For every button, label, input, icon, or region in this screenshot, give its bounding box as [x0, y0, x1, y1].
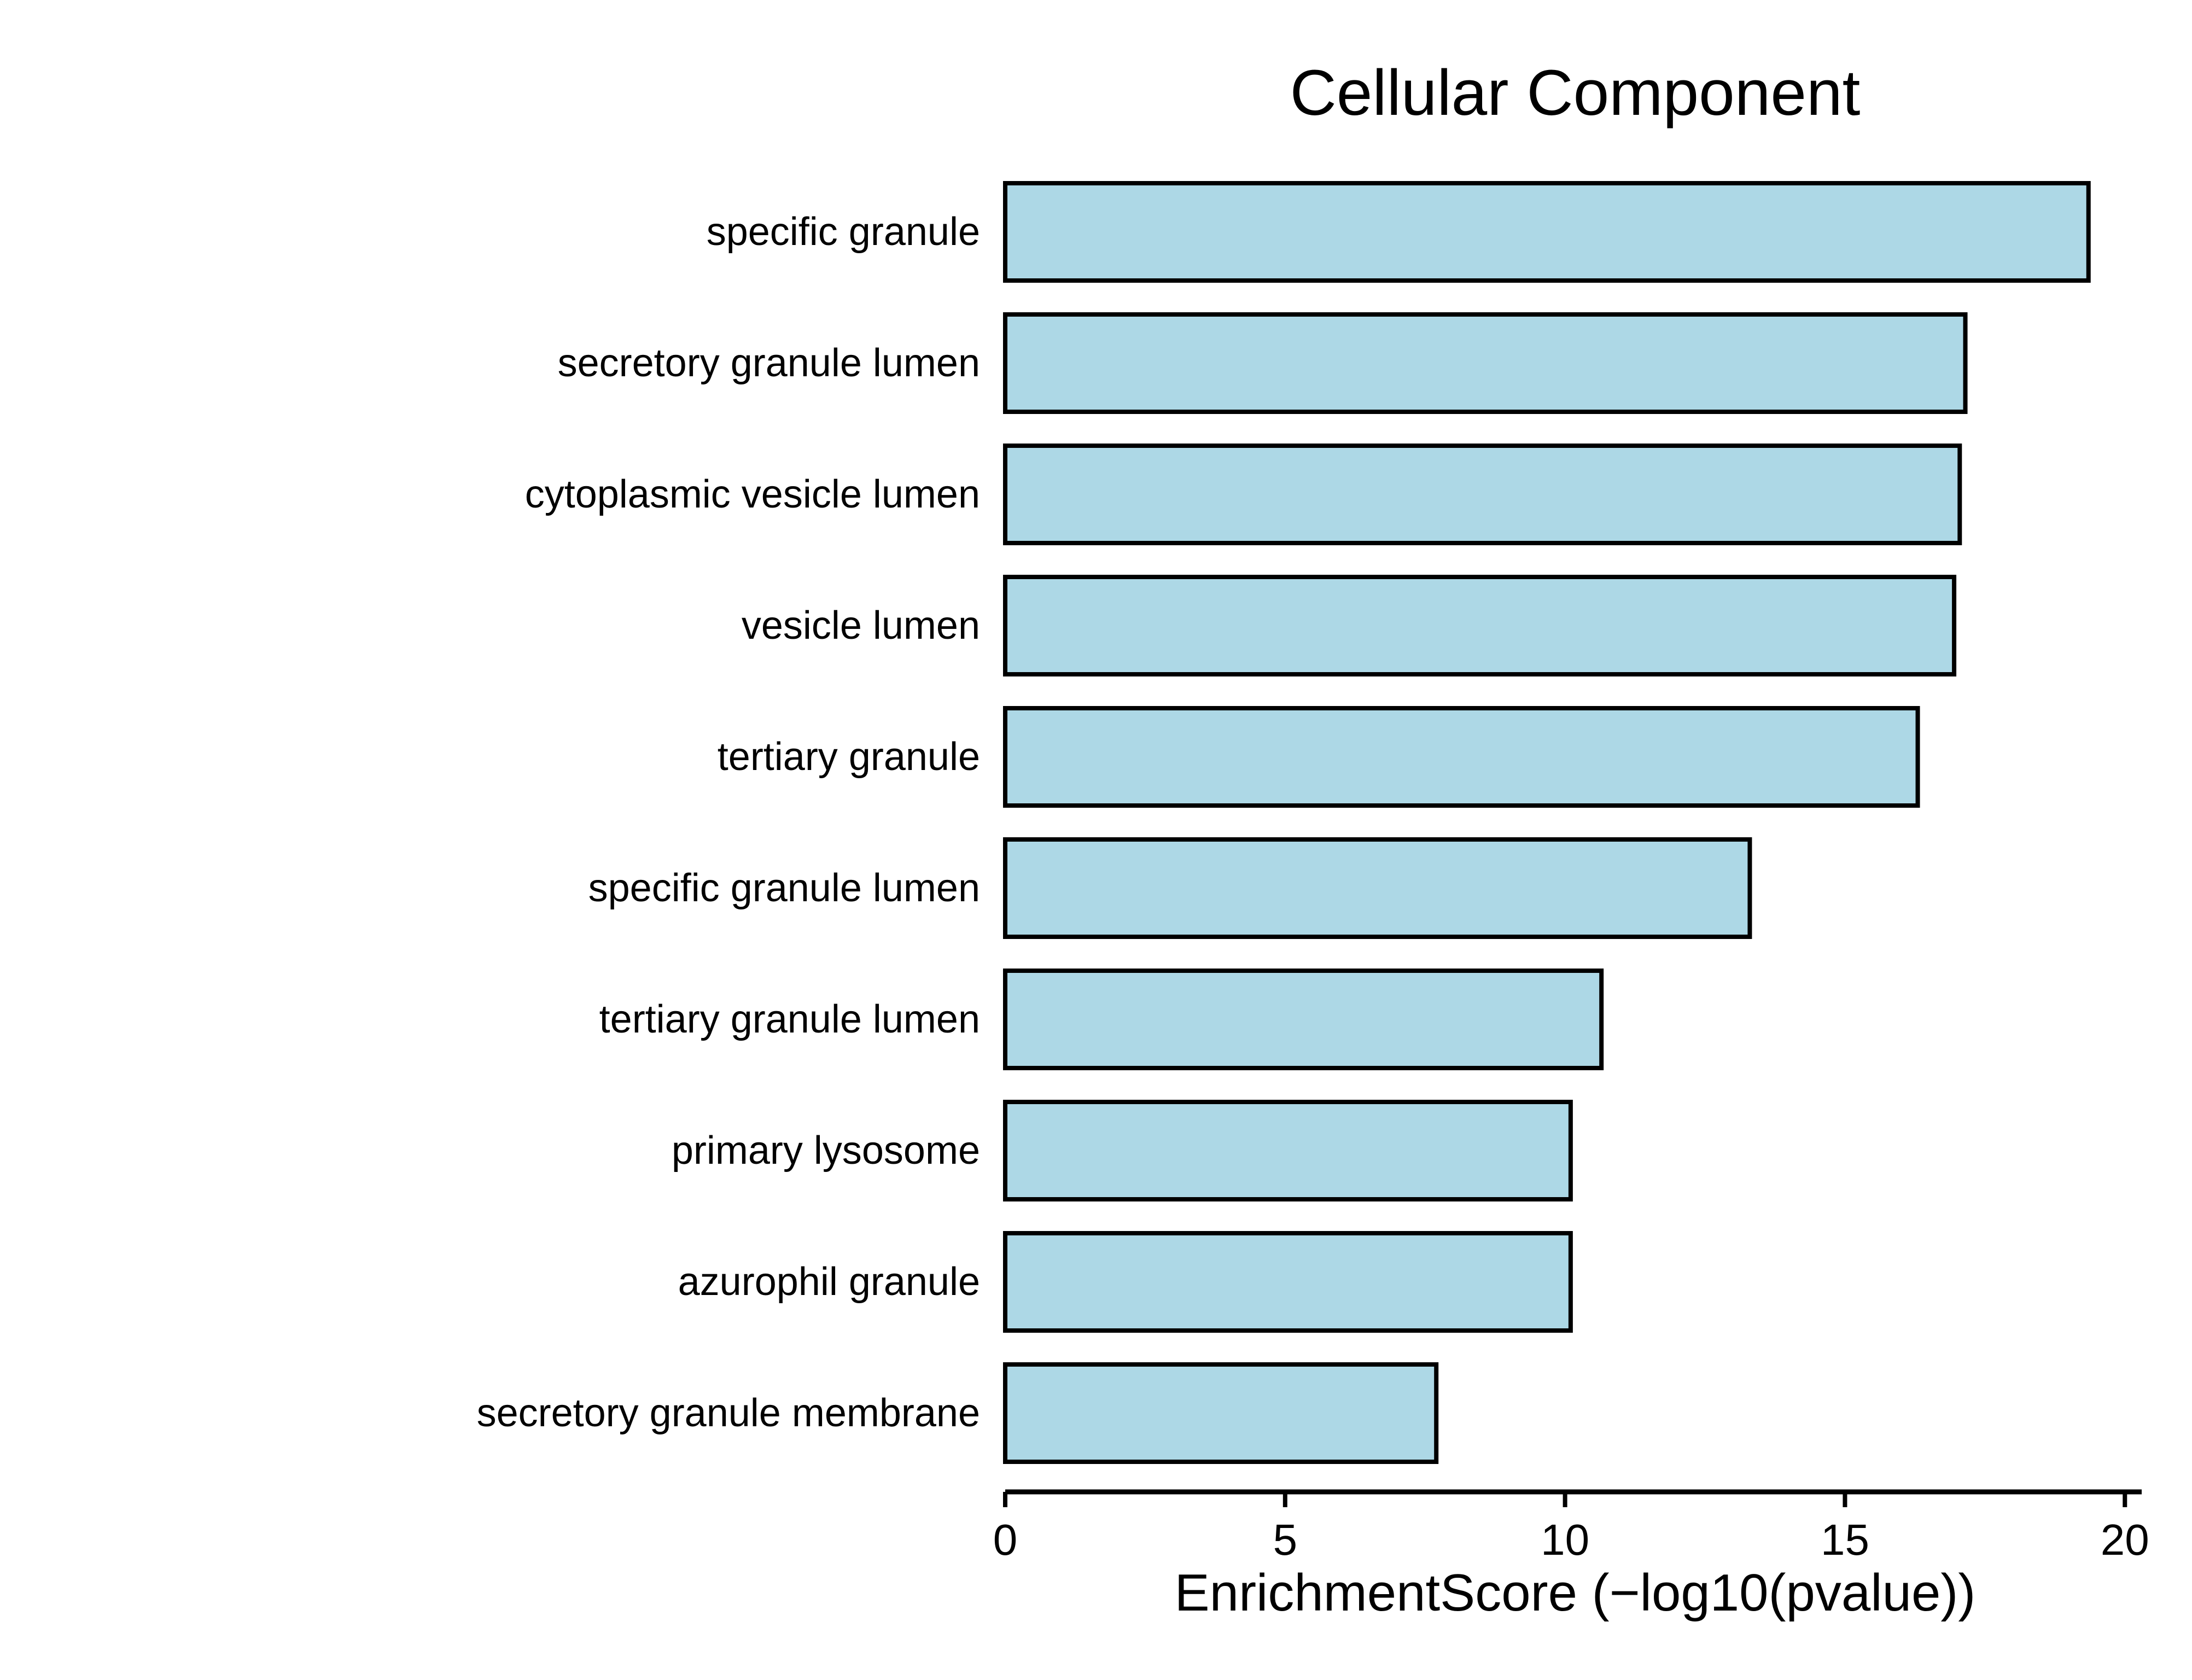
x-tick-label: 5 — [1273, 1515, 1298, 1564]
bar — [1003, 444, 1962, 545]
category-label: secretory granule membrane — [477, 1391, 980, 1435]
category-label: tertiary granule lumen — [599, 998, 980, 1041]
bar — [1003, 837, 1752, 939]
bars — [1003, 181, 2091, 1464]
category-labels: specific granule secretory granule lumen c… — [477, 210, 980, 1435]
bar — [1003, 312, 1968, 414]
category-label: tertiary granule — [718, 735, 980, 779]
x-axis-title: EnrichmentScore (−log10(pvalue)) — [1175, 1564, 1976, 1622]
bar — [1003, 181, 2091, 283]
bar — [1003, 575, 1957, 676]
category-label: azurophil granule — [678, 1260, 980, 1304]
chart-title: Cellular Component — [1290, 57, 1861, 129]
bar — [1003, 969, 1604, 1070]
category-label: specific granule — [707, 210, 980, 254]
category-label: specific granule lumen — [588, 866, 980, 910]
bar — [1003, 706, 1920, 808]
x-tick-label: 20 — [2101, 1515, 2149, 1564]
bar — [1003, 1100, 1573, 1201]
x-tick-label: 10 — [1541, 1515, 1589, 1564]
category-label: cytoplasmic vesicle lumen — [525, 472, 980, 516]
category-label: primary lysosome — [672, 1129, 980, 1172]
x-axis-ticks: 0 5 10 15 20 — [993, 1492, 2149, 1564]
bar — [1003, 1362, 1439, 1464]
category-label: secretory granule lumen — [558, 341, 980, 385]
x-tick-label: 15 — [1821, 1515, 1869, 1564]
category-label: vesicle lumen — [742, 604, 980, 648]
bar — [1003, 1231, 1573, 1333]
x-tick-label: 0 — [993, 1515, 1018, 1564]
